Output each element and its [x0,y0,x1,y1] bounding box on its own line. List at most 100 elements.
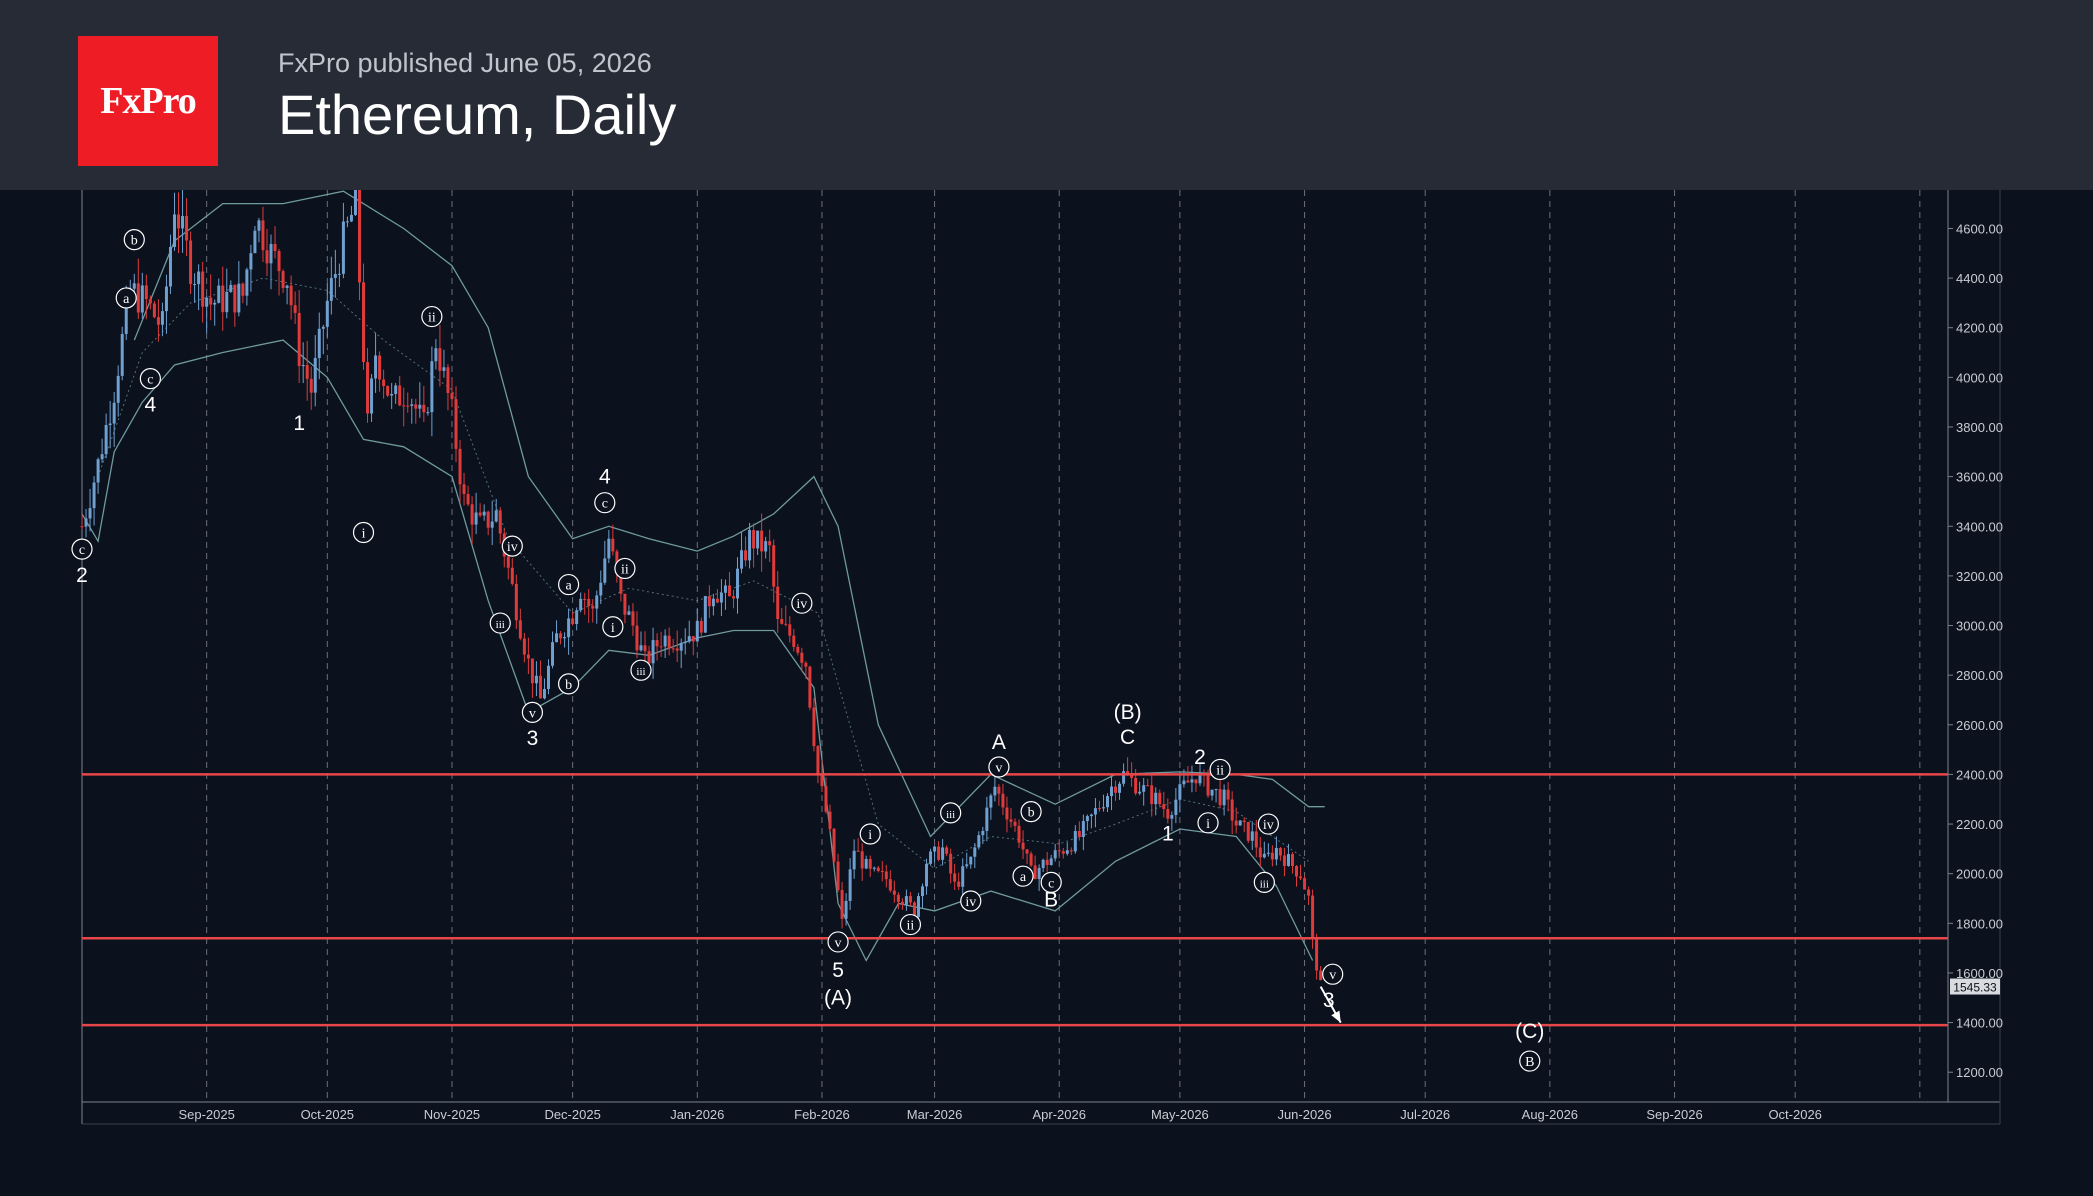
candle-body [345,221,349,223]
wave-label: ii [907,919,915,934]
wave-label: a [565,579,572,594]
candle-body [317,328,321,358]
candle-body [985,807,989,831]
candle-body [450,393,454,400]
candle-body [172,214,176,247]
wave-label: 2 [1194,746,1206,769]
candle-body [1118,783,1122,793]
candle-body [462,484,466,495]
fxpro-logo: FxPro [78,36,218,166]
candle-body [1077,831,1081,837]
candle-body [301,364,305,367]
candle-body [538,675,542,699]
candle-body [1238,820,1242,826]
candle-body [285,285,289,288]
candle-body [402,405,406,407]
candle-body [792,635,796,647]
candle-body [816,746,820,775]
candle-body [651,640,655,664]
wave-label: b [565,678,572,693]
candle-body [711,598,715,607]
x-tick-label: Dec-2025 [544,1107,600,1122]
candle-body [177,214,181,229]
candle-body [760,530,764,552]
candle-body [623,593,627,615]
candle-body [812,707,816,747]
candle-body [1069,850,1073,852]
candle-body [832,828,836,862]
candle-body [309,378,313,393]
candle-body [321,326,325,329]
candle-body [1186,780,1190,783]
wave-label: i [868,828,872,843]
candle-body [1234,820,1238,826]
candle-body [494,510,498,522]
wave-label-circle [1040,871,1062,893]
candle-body [852,850,856,870]
candle-body [84,518,88,527]
candle-body [406,405,410,407]
candle-body [715,598,719,603]
candle-body [583,598,587,600]
wave-label-circle [558,573,580,596]
candle-body [1299,876,1303,879]
wave-label: B [1044,889,1058,912]
candle-body [659,646,663,648]
candle-body [1250,831,1254,841]
candle-body [872,867,876,869]
candle-body [1194,779,1198,784]
candle-body [269,243,273,264]
candle-body [349,214,353,222]
candle-body [571,618,575,624]
candle-body [209,297,213,305]
candle-body [764,541,768,552]
candle-body [434,348,438,362]
candle-body [281,271,285,288]
candle-body [1210,789,1214,796]
candle-body [916,896,920,917]
candle-body [100,454,104,460]
wave-label-circle [352,521,375,544]
wave-label: 2 [76,564,88,587]
candle-body [490,521,494,528]
candle-body [96,459,100,483]
candle-body [1226,789,1230,800]
candle-body [522,638,526,655]
wave-label: (B) [1114,701,1142,724]
candle-body [410,404,414,406]
candle-body [422,404,426,413]
candle-body [1142,785,1146,792]
y-tick-label: 3800.00 [1956,420,2003,435]
candle-body [555,633,559,643]
candle-body [1198,772,1202,784]
candle-body [261,220,265,251]
wave-label: b [131,234,138,249]
candle-body [591,605,595,609]
candle-body [989,795,993,808]
candle-body [736,568,740,599]
candle-body [888,879,892,891]
candle-body [603,558,607,583]
wave-label-circle [1519,1050,1541,1072]
y-tick-label: 1200.00 [1956,1065,2003,1080]
candle-body [1001,793,1005,808]
candle-body [740,550,744,569]
candle-body [707,596,711,607]
candle-body [1029,853,1033,866]
candle-body [1146,785,1150,787]
candle-body [1005,807,1009,820]
candle-body [599,582,603,596]
candle-body [973,847,977,857]
candle-body [627,611,631,615]
candle-body [498,510,502,534]
candle-body [945,847,949,854]
wave-label: i [362,526,366,541]
wave-label: iv [965,895,976,910]
candle-body [136,283,140,313]
candle-body [667,635,671,649]
candle-body [768,541,772,546]
candle-body [193,284,197,286]
candle-body [957,881,961,887]
candle-body [333,274,337,278]
candle-body [325,300,329,327]
